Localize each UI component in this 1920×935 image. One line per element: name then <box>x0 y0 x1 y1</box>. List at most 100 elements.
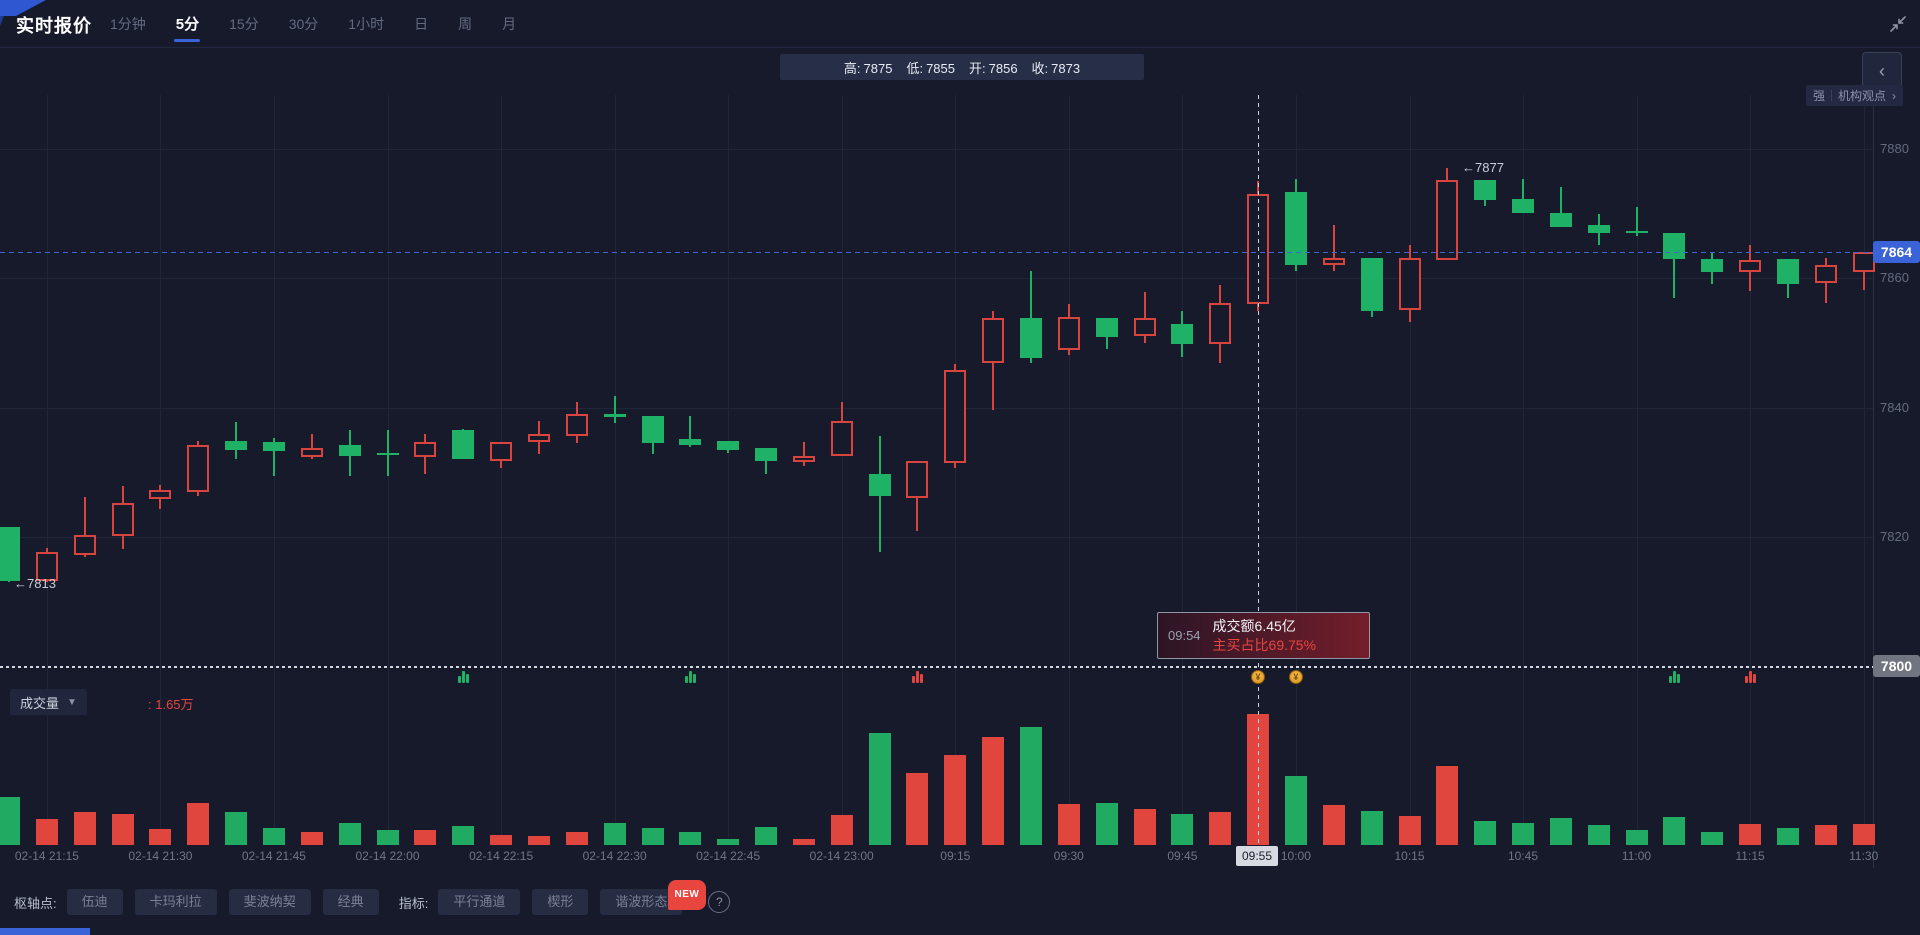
candle-body-09:45 <box>1171 323 1194 344</box>
candle-body-22:10 <box>452 430 475 459</box>
toolbar-button-平行通道[interactable]: 平行通道 <box>438 889 521 915</box>
candle-wick-21:40 <box>235 421 238 460</box>
panel-collapse-button[interactable]: ‹ <box>1862 52 1902 90</box>
candle-body-21:20 <box>73 535 96 555</box>
x-axis-label-09:15: 09:15 <box>940 849 971 863</box>
institution-view-label: 机构观点 <box>1838 89 1887 103</box>
candle-body-11:15 <box>1739 260 1762 273</box>
tab-15分[interactable]: 15分 <box>229 15 259 32</box>
tab-1小时[interactable]: 1小时 <box>348 15 385 32</box>
volume-bar-10:55 <box>1587 825 1610 845</box>
volume-bar-21:45 <box>262 828 285 845</box>
toolbar-button-经典[interactable]: 经典 <box>322 889 379 915</box>
volume-bar-22:05 <box>414 829 437 845</box>
volume-bar-21:55 <box>338 822 361 845</box>
gridline-vertical <box>501 95 503 845</box>
institution-view-link[interactable]: 强 机构观点 › <box>1806 85 1904 106</box>
candle-body-09:15 <box>944 369 967 463</box>
volume-bar-09:35 <box>1095 802 1118 845</box>
x-axis-label-09:30: 09:30 <box>1053 849 1084 863</box>
gridline-vertical <box>1750 95 1752 845</box>
tab-周[interactable]: 周 <box>458 15 473 32</box>
toolbar-button-伍迪[interactable]: 伍迪 <box>66 889 123 915</box>
gridline-vertical <box>841 95 843 845</box>
crosshair-tooltip: 09:54 成交额6.45亿 主买占比69.75% <box>1157 612 1370 659</box>
volume-bar-09:20 <box>982 737 1005 845</box>
candle-body-22:45 <box>717 441 740 451</box>
help-icon[interactable]: ? <box>708 891 731 913</box>
candle-wick-11:05 <box>1673 233 1676 298</box>
gridline-vertical <box>1182 95 1184 845</box>
crosshair-vertical-line <box>1258 95 1259 845</box>
candle-body-10:05 <box>1322 257 1345 266</box>
gold-coin-icon: ¥ <box>1288 670 1303 684</box>
candle-wick-22:30 <box>613 396 616 423</box>
volume-indicator-dropdown[interactable]: 成交量 ▼ <box>10 689 87 715</box>
toolbar-button-卡玛利拉[interactable]: 卡玛利拉 <box>134 889 217 915</box>
price-axis-line <box>1873 95 1874 868</box>
volume-bar-10:15 <box>1398 815 1421 845</box>
drawing-toolbar: 枢轴点: 伍迪 卡玛利拉 斐波纳契 经典 指标: 平行通道 楔形 谐波形态 NEW ? <box>0 876 1920 928</box>
candle-wick-11:00 <box>1635 207 1638 237</box>
candle-body-22:00 <box>376 453 399 455</box>
new-badge: NEW <box>667 880 707 910</box>
x-axis-label-02-14 22:30: 02-14 22:30 <box>582 849 647 863</box>
strength-badge: 强 <box>1813 89 1826 103</box>
x-axis-label-10:45: 10:45 <box>1507 849 1539 863</box>
tab-30分[interactable]: 30分 <box>288 15 319 32</box>
ohlc-low-value: 7855 <box>926 60 955 76</box>
candle-body-09:20 <box>982 317 1005 364</box>
toolbar-button-斐波纳契[interactable]: 斐波纳契 <box>228 889 311 915</box>
price-tick-7880: 7880 <box>1880 140 1909 156</box>
volume-bar-22:35 <box>641 828 664 845</box>
tooltip-buy-ratio: 主买占比69.75% <box>1212 636 1317 653</box>
level-7800-badge: 7800 <box>1873 655 1920 677</box>
ohlc-high-label: 高: <box>843 60 861 76</box>
volume-bar-10:45 <box>1512 822 1534 845</box>
timeframe-tabs: 1分钟 5分 15分 30分 1小时 日 周 月 <box>108 0 518 47</box>
gridline-vertical <box>1863 95 1865 845</box>
candle-body-09:30 <box>1057 316 1080 350</box>
volume-bar-09:45 <box>1171 814 1194 845</box>
candle-body-11:25 <box>1814 264 1837 284</box>
ohlc-close-label: 收: <box>1031 60 1049 76</box>
candle-body-22:55 <box>792 455 815 463</box>
x-axis-label-02-14 21:15: 02-14 21:15 <box>14 849 79 863</box>
gridline-horizontal <box>0 537 1873 539</box>
toolbar-button-楔形[interactable]: 楔形 <box>532 889 589 915</box>
red-signal-icon <box>912 671 924 683</box>
chevron-left-icon: ‹ <box>1879 60 1885 81</box>
toolbar-button-谐波形态[interactable]: 谐波形态 NEW <box>600 880 707 915</box>
volume-bar-10:10 <box>1360 810 1383 845</box>
red-signal-icon <box>1745 671 1757 683</box>
chevron-right-icon: › <box>1892 88 1897 103</box>
gridline-vertical <box>955 95 957 845</box>
volume-bar-10:50 <box>1549 818 1572 845</box>
gridline-vertical <box>728 95 730 845</box>
candle-body-10:55 <box>1587 224 1610 233</box>
candle-body-11:05 <box>1663 233 1686 259</box>
gridline-vertical <box>1523 95 1524 845</box>
tab-月[interactable]: 月 <box>502 15 517 32</box>
tab-5分[interactable]: 5分 <box>174 0 201 47</box>
volume-bar-22:30 <box>603 822 626 845</box>
gridline-vertical <box>1636 95 1638 845</box>
volume-bar-22:00 <box>376 829 399 845</box>
volume-bar-22:45 <box>717 838 740 845</box>
volume-bar-10:35 <box>1436 765 1459 845</box>
gridline-horizontal <box>0 148 1873 150</box>
candle-wick-10:05 <box>1332 225 1335 272</box>
volume-bar-21:50 <box>300 832 323 845</box>
exit-fullscreen-icon[interactable] <box>1886 12 1910 36</box>
volume-bar-23:00 <box>830 814 853 845</box>
horizontal-scrollbar-thumb[interactable] <box>0 928 90 935</box>
chevron-down-icon: ▼ <box>67 696 77 708</box>
volume-bar-22:15 <box>490 834 513 845</box>
tab-日[interactable]: 日 <box>414 15 429 32</box>
gridline-vertical <box>1068 95 1070 845</box>
volume-bar-11:15 <box>1739 823 1762 845</box>
candle-body-09:10 <box>906 461 929 498</box>
tab-1分钟[interactable]: 1分钟 <box>110 15 146 32</box>
